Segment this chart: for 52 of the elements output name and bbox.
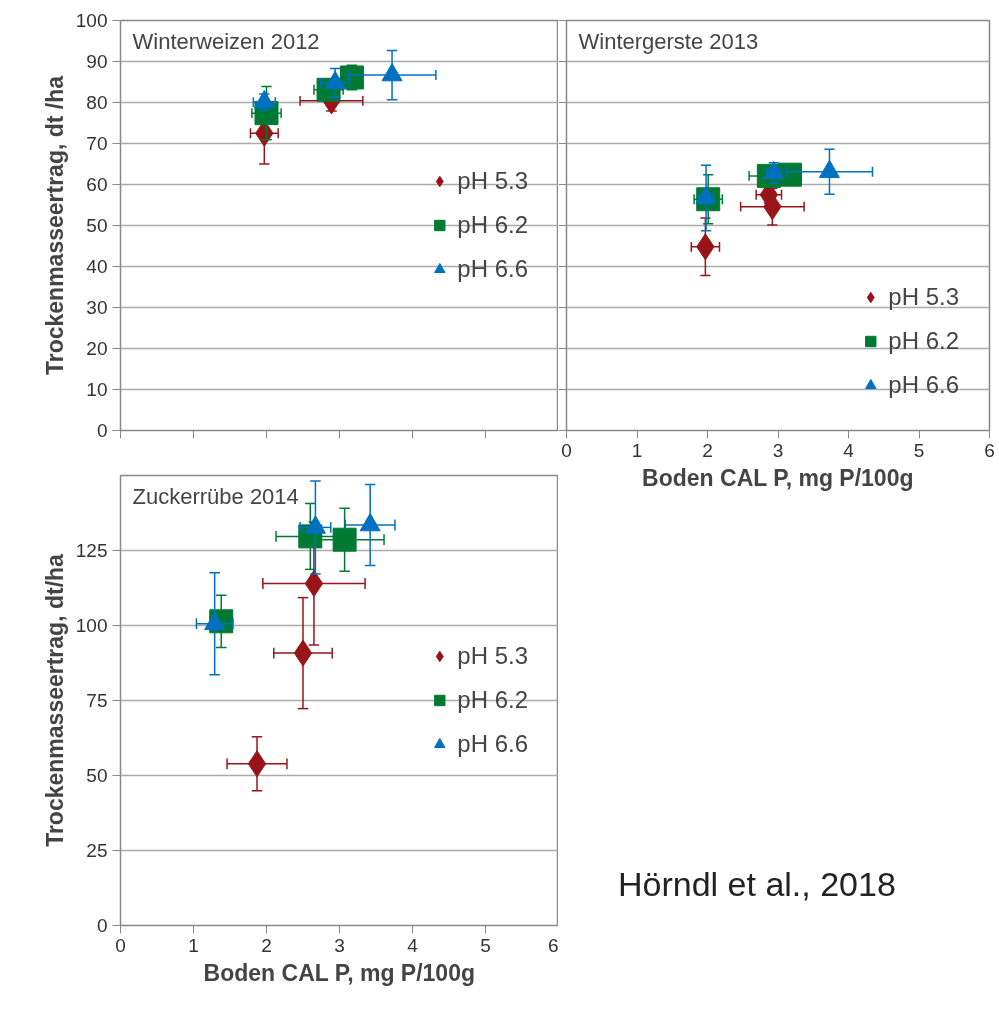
x-tick-label: 3 bbox=[334, 934, 345, 956]
y-tick-label: 60 bbox=[86, 174, 108, 195]
legend-label: pH 6.6 bbox=[457, 255, 528, 283]
x-tick-label: 0 bbox=[561, 439, 572, 461]
y-tick-label: 0 bbox=[96, 420, 108, 441]
y-tick-label: 50 bbox=[86, 765, 108, 786]
x-axis-title: Boden CAL P, mg P/100g bbox=[203, 959, 475, 986]
x-tick-label: 1 bbox=[188, 934, 199, 956]
point bbox=[304, 570, 324, 597]
y-tick-label: 40 bbox=[86, 256, 108, 277]
y-tick-label: 80 bbox=[86, 92, 108, 113]
legend-label: pH 6.6 bbox=[888, 371, 959, 399]
y-tick-label: 90 bbox=[86, 51, 108, 72]
chart-title: Zuckerrübe 2014 bbox=[132, 483, 299, 509]
x-tick-label: 4 bbox=[407, 934, 419, 956]
legend-label: pH 6.6 bbox=[457, 730, 528, 758]
text: Hörndl et al., 2018 bbox=[618, 864, 896, 905]
x-tick-label: 5 bbox=[480, 934, 491, 956]
y-tick-label: 100 bbox=[75, 615, 108, 636]
point bbox=[247, 750, 267, 778]
chart-title: Wintergerste 2013 bbox=[578, 28, 759, 54]
y-tick-label: 100 bbox=[75, 10, 108, 31]
legend-label: pH 5.3 bbox=[888, 283, 959, 311]
x-tick-label: 2 bbox=[702, 439, 713, 461]
legend-label: pH 5.3 bbox=[457, 642, 528, 670]
legend-label: pH 6.2 bbox=[888, 327, 959, 355]
x-tick-label: 0 bbox=[115, 934, 126, 956]
y-tick-label: 30 bbox=[86, 297, 108, 318]
x-tick-label: 6 bbox=[547, 934, 559, 956]
chart-title: Winterweizen 2012 bbox=[132, 28, 320, 54]
x-tick-label: 6 bbox=[984, 439, 995, 461]
y-tick-label: 70 bbox=[86, 133, 108, 154]
y-tick-label: 25 bbox=[86, 840, 108, 861]
x-tick-label: 2 bbox=[261, 934, 272, 956]
x-tick-label: 3 bbox=[772, 439, 784, 461]
legend-label: pH 6.2 bbox=[457, 686, 528, 714]
x-axis-title: Boden CAL P, mg P/100g bbox=[642, 464, 914, 491]
legend-label: pH 6.2 bbox=[457, 211, 528, 239]
y-tick-label: 0 bbox=[96, 915, 108, 936]
point bbox=[293, 639, 313, 667]
x-tick-label: 5 bbox=[913, 439, 925, 461]
x-tick-label: 4 bbox=[843, 439, 855, 461]
y-tick-label: 20 bbox=[86, 338, 108, 359]
y-tick-label: 10 bbox=[86, 379, 108, 400]
y-axis-title: Trockenmasseertrag, dt /ha bbox=[41, 75, 68, 376]
x-tick-label: 1 bbox=[631, 439, 643, 461]
y-axis-title: Trockenmasseertrag, dt/ha bbox=[41, 553, 68, 847]
point bbox=[332, 527, 357, 552]
y-tick-label: 50 bbox=[86, 215, 108, 236]
y-tick-label: 125 bbox=[75, 540, 108, 561]
legend-label: pH 5.3 bbox=[457, 167, 528, 195]
y-tick-label: 75 bbox=[86, 690, 108, 711]
